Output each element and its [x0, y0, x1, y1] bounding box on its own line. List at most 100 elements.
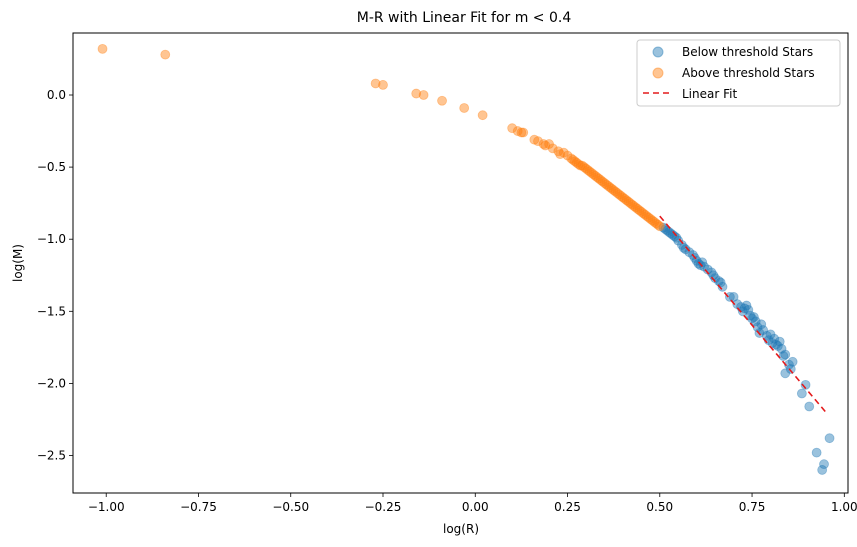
data-point — [772, 341, 783, 351]
data-point — [774, 336, 785, 347]
data-point — [593, 173, 604, 184]
data-point — [643, 212, 654, 223]
plot-area — [97, 43, 835, 475]
data-point — [653, 219, 663, 230]
x-tick-label: 1.00 — [831, 500, 857, 514]
data-point — [630, 202, 641, 213]
data-point — [533, 136, 543, 147]
x-axis-ticks: −1.00 −0.75 −0.50 −0.25 0.00 0.25 0.50 0.75 1.00 — [88, 493, 857, 514]
data-point — [544, 139, 554, 149]
data-point — [568, 154, 578, 165]
data-point — [529, 134, 540, 145]
x-tick-label: 0.25 — [554, 500, 581, 514]
y-axis-label: log(M) — [11, 244, 25, 282]
data-point — [728, 291, 739, 302]
data-point — [817, 465, 828, 475]
data-point — [160, 49, 171, 60]
data-point — [756, 319, 767, 330]
axes-frame — [72, 32, 849, 494]
data-point — [629, 201, 639, 211]
data-point — [745, 310, 756, 321]
data-point — [677, 240, 687, 250]
legend: Below threshold Stars Above threshold St… — [636, 39, 841, 107]
data-point — [765, 329, 776, 340]
x-tick-label: −1.00 — [88, 500, 125, 514]
data-point — [507, 123, 518, 134]
data-point — [636, 206, 647, 217]
data-point — [459, 103, 470, 113]
data-point — [97, 43, 108, 54]
data-point — [780, 368, 791, 379]
data-point — [811, 447, 822, 458]
data-point — [785, 364, 796, 374]
data-point — [658, 222, 669, 233]
data-point — [771, 339, 781, 350]
x-tick-label: 0.75 — [739, 500, 766, 514]
data-point — [625, 198, 636, 209]
data-point — [767, 338, 778, 348]
data-point — [617, 192, 628, 203]
data-point — [538, 139, 549, 149]
data-point — [638, 208, 649, 219]
data-point — [610, 186, 621, 197]
data-point — [606, 183, 617, 194]
data-point — [758, 325, 769, 335]
legend-box — [636, 39, 841, 107]
data-point — [612, 188, 623, 198]
data-point — [623, 196, 634, 207]
data-point — [597, 176, 608, 187]
data-point — [588, 169, 599, 180]
data-point — [667, 229, 678, 240]
data-point — [641, 211, 652, 222]
y-axis-ticks: 0.0 −0.5 −1.0 −1.5 −2.0 −2.5 — [37, 88, 73, 463]
data-point — [640, 209, 650, 220]
data-point — [571, 157, 582, 168]
data-point — [717, 281, 728, 292]
x-tick-label: 0.50 — [646, 500, 673, 514]
data-point — [660, 224, 671, 235]
data-point — [577, 160, 588, 171]
data-point — [540, 140, 551, 151]
data-point — [651, 218, 661, 229]
data-point — [603, 180, 614, 191]
data-point — [776, 343, 787, 354]
data-point — [769, 333, 780, 344]
y-tick-label: −2.0 — [37, 376, 66, 390]
data-point — [645, 214, 656, 224]
data-point — [680, 244, 691, 255]
data-point — [684, 247, 695, 258]
data-point — [819, 459, 829, 470]
data-point — [725, 291, 735, 302]
data-point — [584, 166, 595, 177]
legend-marker-above — [652, 67, 664, 79]
data-point — [582, 165, 593, 175]
data-point — [566, 153, 577, 164]
data-point — [671, 232, 682, 243]
data-point — [673, 235, 684, 246]
data-point — [592, 172, 602, 183]
data-point — [518, 127, 529, 138]
data-point — [437, 95, 447, 106]
x-tick-label: −0.50 — [272, 500, 309, 514]
data-point — [743, 304, 754, 315]
data-point — [647, 215, 658, 226]
data-point — [634, 205, 645, 216]
data-point — [581, 163, 591, 174]
data-point — [573, 159, 584, 170]
y-tick-label: −2.5 — [37, 449, 66, 463]
data-point — [608, 185, 619, 196]
legend-label-fit: Linear Fit — [682, 87, 737, 101]
data-point — [370, 78, 381, 89]
data-point — [693, 258, 704, 269]
series-1 — [97, 43, 665, 232]
y-tick-label: −1.5 — [37, 304, 66, 318]
data-point — [616, 191, 626, 201]
data-point — [599, 178, 610, 188]
linear-fit-line — [659, 215, 827, 413]
data-point — [750, 316, 761, 327]
data-point — [553, 146, 564, 157]
data-point — [586, 167, 597, 178]
data-point — [621, 195, 632, 206]
data-point — [562, 150, 573, 161]
